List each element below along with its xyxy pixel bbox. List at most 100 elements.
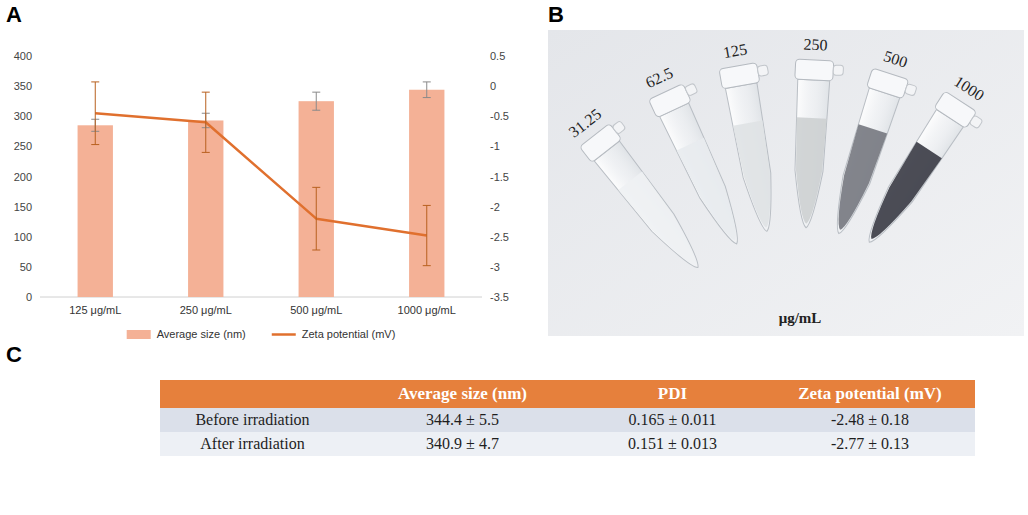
- error-bar: [202, 92, 210, 152]
- x-tick-label: 500 μg/mL: [290, 304, 342, 316]
- tick-mark: [37, 56, 40, 57]
- error-stem: [316, 92, 317, 110]
- tube: 500: [821, 45, 926, 242]
- error-cap: [312, 187, 320, 188]
- row-label: After irradiation: [160, 432, 345, 456]
- tube-hinge: [757, 65, 769, 77]
- error-stem: [426, 205, 427, 265]
- y2-tick-label: 0: [490, 80, 496, 92]
- error-cap: [202, 152, 210, 153]
- error-stem: [426, 82, 427, 98]
- error-stem: [316, 187, 317, 250]
- y-tick-label: 0: [26, 291, 32, 303]
- panel-letter: B: [548, 2, 564, 27]
- table-cell: 0.151 ± 0.013: [580, 432, 765, 456]
- concentration-label: 31.25: [566, 105, 605, 141]
- tube-body: [790, 79, 830, 228]
- error-cap: [423, 265, 431, 266]
- panel-letter: C: [6, 342, 22, 367]
- error-cap: [423, 97, 431, 98]
- error-cap: [423, 81, 431, 82]
- concentration-label: 500: [882, 47, 910, 71]
- tube: 1000: [853, 71, 998, 258]
- tube-liquid: [733, 120, 781, 230]
- legend: Average size (nm)Zeta potential (mV): [127, 328, 396, 340]
- tick-mark: [37, 236, 40, 237]
- x-tick-label: 250 μg/mL: [180, 304, 232, 316]
- y2-tick-label: -3: [490, 261, 500, 273]
- tick-mark: [37, 266, 40, 267]
- y2-tick-label: -1.5: [490, 171, 509, 183]
- tick-mark: [482, 86, 485, 87]
- bar: [409, 90, 444, 297]
- concentration-label: 125: [722, 40, 749, 61]
- error-cap: [312, 92, 320, 93]
- concentration-label: 250: [803, 35, 828, 53]
- figure: ABC050100150200250300350400-3.5-3-2.5-2-…: [0, 0, 1028, 515]
- tick-mark: [37, 297, 40, 298]
- x-tick-label: 1000 μg/mL: [398, 304, 456, 316]
- tick-mark: [37, 206, 40, 207]
- row-label: Before irradiation: [160, 408, 345, 432]
- error-bar: [312, 187, 320, 250]
- table-cell: 340.9 ± 4.7: [345, 432, 580, 456]
- tube-hinge: [969, 115, 983, 129]
- header-row: Average size (nm)PDIZeta potential (mV): [160, 380, 975, 408]
- tube-liquid: [677, 138, 749, 247]
- line: [95, 113, 427, 235]
- legend-swatch: [127, 330, 151, 339]
- table-row: Before irradiation344.4 ± 5.50.165 ± 0.0…: [160, 408, 975, 432]
- table-cell: 344.4 ± 5.5: [345, 408, 580, 432]
- y-tick-label: 150: [14, 201, 32, 213]
- tube-liquid: [859, 142, 942, 247]
- tick-mark: [482, 206, 485, 207]
- table-panel: Average size (nm)PDIZeta potential (mV)B…: [160, 380, 975, 456]
- y2-tick-label: -1: [490, 140, 500, 152]
- error-cap: [312, 110, 320, 111]
- tick-mark: [482, 116, 485, 117]
- y-tick-label: 350: [14, 80, 32, 92]
- y2-tick-label: -2: [490, 201, 500, 213]
- panel-letter: A: [6, 2, 22, 27]
- error-bar: [91, 82, 99, 145]
- error-cap: [312, 250, 320, 251]
- tube-cap: [719, 63, 760, 89]
- tick-mark: [37, 86, 40, 87]
- tick-mark: [482, 297, 485, 298]
- tube-hinge: [612, 120, 626, 134]
- y-tick-label: 200: [14, 171, 32, 183]
- x-tick-label: 125 μg/mL: [69, 304, 121, 316]
- bar: [78, 125, 113, 297]
- table-row: After irradiation340.9 ± 4.70.151 ± 0.01…: [160, 432, 975, 456]
- tube-hinge: [833, 65, 844, 76]
- y2-tick-label: -0.5: [490, 110, 509, 122]
- concentration-label: 1000: [951, 73, 987, 105]
- tick-mark: [482, 266, 485, 267]
- tube: 125: [715, 37, 796, 234]
- y-tick-label: 50: [20, 261, 32, 273]
- header-cell: [160, 380, 345, 408]
- error-cap: [91, 81, 99, 82]
- y2-tick-label: 0.5: [490, 50, 505, 62]
- tick-mark: [482, 236, 485, 237]
- tick-mark: [37, 176, 40, 177]
- y-tick-label: 400: [14, 50, 32, 62]
- y-tick-label: 300: [14, 110, 32, 122]
- legend-label: Zeta potential (mV): [302, 328, 396, 340]
- table-cell: 0.165 ± 0.011: [580, 408, 765, 432]
- error-stem: [95, 82, 96, 145]
- header-cell: PDI: [580, 380, 765, 408]
- header-cell: Average size (nm): [345, 380, 580, 408]
- tube-hinge: [685, 83, 698, 96]
- tick-mark: [482, 146, 485, 147]
- error-cap: [202, 92, 210, 93]
- y2-tick-label: -3.5: [490, 291, 509, 303]
- y2-tick-label: -2.5: [490, 231, 509, 243]
- plot-area: [78, 82, 445, 297]
- legend-swatch: [272, 333, 296, 336]
- header-cell: Zeta potential (mV): [765, 380, 975, 408]
- table-cell: -2.77 ± 0.13: [765, 432, 975, 456]
- tick-mark: [482, 56, 485, 57]
- concentration-label: 62.5: [643, 64, 676, 91]
- tick-mark: [37, 116, 40, 117]
